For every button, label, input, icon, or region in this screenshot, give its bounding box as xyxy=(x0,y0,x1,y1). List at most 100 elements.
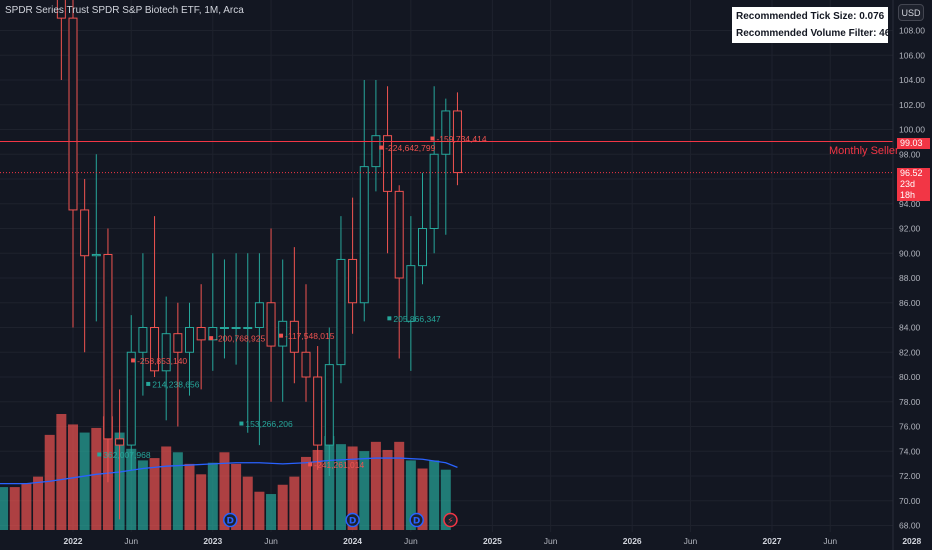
y-tick-label: 84.00 xyxy=(899,323,921,333)
candle-body xyxy=(173,333,183,353)
volume-bar xyxy=(149,458,160,530)
y-tick-label: 106.00 xyxy=(899,50,925,60)
volume-delta-label: -241,261,014 xyxy=(314,460,364,470)
x-tick-label: 2027 xyxy=(763,536,782,546)
volume-label-marker xyxy=(308,462,313,467)
volume-label-marker xyxy=(387,316,392,321)
monthly-seller-label: Monthly Seller xyxy=(829,145,899,157)
candle-body xyxy=(91,253,101,257)
symbol-header: SPDR Series Trust SPDR S&P Biotech ETF, … xyxy=(5,5,244,16)
volume-delta-label: -159,734,414 xyxy=(436,134,486,144)
x-tick-label: Jun xyxy=(823,536,837,546)
volume-bar xyxy=(417,468,428,530)
volume-label-marker xyxy=(131,358,136,363)
price-axis-panel xyxy=(893,0,932,550)
y-tick-label: 68.00 xyxy=(899,521,921,531)
volume-label-marker xyxy=(239,421,244,426)
y-tick-label: 72.00 xyxy=(899,471,921,481)
volume-ma-line xyxy=(0,457,458,485)
volume-bar xyxy=(207,462,218,530)
tick-size-box: Recommended Tick Size: 0.076 xyxy=(732,7,888,26)
volume-bar xyxy=(347,446,358,530)
volume-bar xyxy=(429,460,440,530)
y-tick-label: 74.00 xyxy=(899,446,921,456)
candle-body xyxy=(68,17,78,211)
volume-bar xyxy=(242,476,253,530)
y-tick-label: 70.00 xyxy=(899,496,921,506)
volume-bar xyxy=(172,452,183,530)
volume-bar xyxy=(266,494,277,530)
price-tag-current: 96.52 xyxy=(897,168,930,179)
candle-body xyxy=(371,135,381,168)
volume-bar xyxy=(231,463,242,530)
currency-button[interactable]: USD xyxy=(898,4,924,21)
x-tick-label: 2022 xyxy=(64,536,83,546)
x-tick-label: 2026 xyxy=(623,536,642,546)
dividend-marker-label: D xyxy=(413,517,420,527)
y-tick-label: 104.00 xyxy=(899,75,925,85)
volume-bar xyxy=(440,469,451,530)
volume-label-marker xyxy=(209,336,214,341)
candle-body xyxy=(150,327,160,372)
volume-delta-label: 205,866,347 xyxy=(393,314,441,324)
candle-body xyxy=(348,258,358,304)
candle-body xyxy=(359,166,369,304)
y-tick-label: 88.00 xyxy=(899,273,921,283)
volume-label-marker xyxy=(430,136,435,141)
x-tick-label: Jun xyxy=(684,536,698,546)
candle-body xyxy=(231,327,241,329)
candle-body xyxy=(324,364,334,446)
candle-body xyxy=(126,351,136,446)
y-tick-label: 82.00 xyxy=(899,347,921,357)
candle-body xyxy=(383,135,393,192)
volume-bar xyxy=(161,446,172,530)
volume-bar xyxy=(312,449,323,530)
volume-bar xyxy=(359,451,370,530)
volume-bar xyxy=(137,460,148,530)
x-tick-label: Jun xyxy=(404,536,418,546)
volume-bar xyxy=(196,474,207,530)
volume-bar xyxy=(219,452,230,530)
dividend-marker-circle xyxy=(345,512,360,528)
volume-delta-label: -258,853,140 xyxy=(137,356,187,366)
volume-bar xyxy=(126,448,137,530)
volume-bar xyxy=(382,449,393,530)
volume-delta-label: 362,007,968 xyxy=(103,450,151,460)
volume-bar xyxy=(370,441,381,530)
x-tick-label: Jun xyxy=(544,536,558,546)
volume-bar xyxy=(9,487,20,530)
volume-delta-label: -117,548,015 xyxy=(285,331,335,341)
candle-body xyxy=(266,302,276,347)
candle-body xyxy=(161,333,171,372)
y-tick-label: 94.00 xyxy=(899,199,921,209)
candle-body xyxy=(418,228,427,267)
volume-bar xyxy=(324,436,335,530)
price-tag-monthly-seller: 99.03 xyxy=(897,138,930,149)
candle-body xyxy=(80,209,90,257)
x-tick-label: Jun xyxy=(124,536,138,546)
candle-body xyxy=(103,253,113,440)
volume-bar xyxy=(21,483,32,530)
volume-bar xyxy=(91,427,102,530)
y-tick-label: 100.00 xyxy=(899,125,925,135)
x-tick-label: 2025 xyxy=(483,536,502,546)
y-tick-label: 90.00 xyxy=(899,248,921,258)
candle-body xyxy=(289,320,299,353)
volume-bar xyxy=(394,441,405,530)
y-tick-label: 102.00 xyxy=(899,100,925,110)
volume-bar xyxy=(301,456,311,530)
candle-body xyxy=(301,351,311,378)
volume-delta-label: 153,266,206 xyxy=(245,419,293,429)
y-tick-label: 98.00 xyxy=(899,149,921,159)
dividend-marker-label: D xyxy=(349,517,356,527)
candle-body xyxy=(196,327,206,341)
candle-body xyxy=(185,327,194,353)
volume-delta-label: -200,768,925 xyxy=(215,334,265,344)
y-tick-label: 86.00 xyxy=(899,298,921,308)
y-tick-label: 78.00 xyxy=(899,397,921,407)
candle-body xyxy=(313,376,323,446)
candle-body xyxy=(243,327,253,329)
volume-bar xyxy=(79,432,90,530)
